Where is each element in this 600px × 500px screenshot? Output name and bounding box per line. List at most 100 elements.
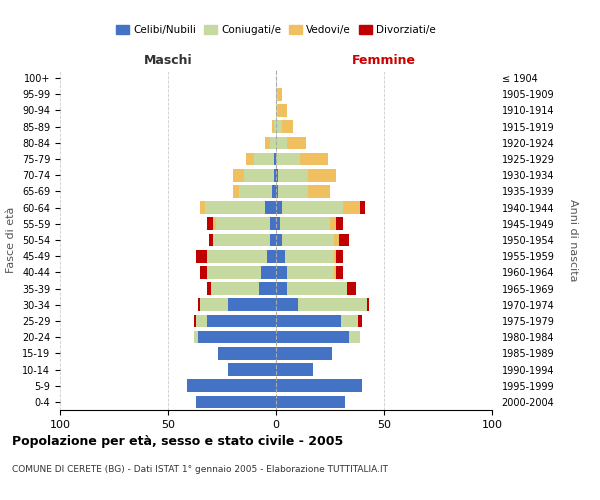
Bar bbox=[280, 218, 330, 230]
Bar bbox=[218, 347, 276, 360]
Bar bbox=[207, 250, 268, 262]
Bar bbox=[246, 152, 254, 166]
Bar bbox=[283, 202, 343, 214]
Bar bbox=[269, 218, 276, 230]
Bar bbox=[214, 218, 215, 230]
Bar bbox=[367, 298, 369, 311]
Bar bbox=[276, 250, 284, 262]
Bar bbox=[194, 314, 196, 328]
Bar bbox=[272, 185, 276, 198]
Bar bbox=[308, 185, 330, 198]
Bar bbox=[276, 104, 278, 117]
Bar bbox=[347, 282, 356, 295]
Bar bbox=[269, 234, 276, 246]
Bar bbox=[244, 169, 274, 181]
Bar bbox=[300, 152, 328, 166]
Bar bbox=[276, 331, 349, 344]
Bar bbox=[276, 202, 283, 214]
Bar bbox=[187, 380, 276, 392]
Bar bbox=[343, 202, 360, 214]
Bar bbox=[209, 234, 214, 246]
Bar bbox=[337, 218, 343, 230]
Bar bbox=[334, 250, 337, 262]
Bar bbox=[233, 185, 239, 198]
Bar bbox=[278, 104, 287, 117]
Bar bbox=[284, 250, 334, 262]
Bar bbox=[265, 202, 276, 214]
Bar bbox=[268, 250, 276, 262]
Bar bbox=[337, 266, 343, 278]
Bar bbox=[229, 363, 276, 376]
Bar bbox=[276, 314, 341, 328]
Bar bbox=[272, 120, 274, 133]
Bar bbox=[196, 396, 276, 408]
Bar bbox=[276, 266, 287, 278]
Bar bbox=[207, 314, 276, 328]
Bar bbox=[287, 136, 306, 149]
Bar bbox=[261, 266, 276, 278]
Bar bbox=[214, 234, 269, 246]
Bar bbox=[276, 152, 300, 166]
Bar bbox=[278, 185, 308, 198]
Bar bbox=[298, 298, 367, 311]
Bar bbox=[334, 266, 337, 278]
Bar bbox=[278, 88, 283, 101]
Bar bbox=[207, 282, 211, 295]
Bar bbox=[360, 202, 365, 214]
Bar bbox=[198, 331, 276, 344]
Bar bbox=[330, 218, 337, 230]
Bar bbox=[276, 136, 287, 149]
Legend: Celibi/Nubili, Coniugati/e, Vedovi/e, Divorziati/e: Celibi/Nubili, Coniugati/e, Vedovi/e, Di… bbox=[112, 21, 440, 40]
Bar bbox=[287, 282, 347, 295]
Bar bbox=[276, 185, 278, 198]
Bar bbox=[211, 282, 259, 295]
Bar bbox=[276, 88, 278, 101]
Text: Maschi: Maschi bbox=[143, 54, 193, 67]
Bar bbox=[198, 298, 200, 311]
Bar bbox=[215, 218, 269, 230]
Bar bbox=[276, 363, 313, 376]
Bar bbox=[287, 266, 334, 278]
Text: COMUNE DI CERETE (BG) - Dati ISTAT 1° gennaio 2005 - Elaborazione TUTTITALIA.IT: COMUNE DI CERETE (BG) - Dati ISTAT 1° ge… bbox=[12, 465, 388, 474]
Bar bbox=[276, 282, 287, 295]
Bar bbox=[239, 185, 272, 198]
Bar bbox=[254, 152, 274, 166]
Bar bbox=[233, 169, 244, 181]
Bar bbox=[276, 169, 278, 181]
Bar bbox=[276, 234, 283, 246]
Bar bbox=[337, 250, 343, 262]
Bar bbox=[276, 396, 345, 408]
Bar bbox=[259, 282, 276, 295]
Bar bbox=[276, 218, 280, 230]
Bar bbox=[200, 202, 205, 214]
Bar bbox=[200, 266, 207, 278]
Bar bbox=[207, 266, 261, 278]
Bar bbox=[274, 152, 276, 166]
Bar bbox=[196, 250, 207, 262]
Bar bbox=[334, 234, 338, 246]
Bar bbox=[283, 120, 293, 133]
Text: Popolazione per età, sesso e stato civile - 2005: Popolazione per età, sesso e stato civil… bbox=[12, 435, 343, 448]
Bar bbox=[308, 169, 337, 181]
Bar bbox=[358, 314, 362, 328]
Bar bbox=[349, 331, 360, 344]
Bar bbox=[278, 169, 308, 181]
Bar bbox=[341, 314, 358, 328]
Bar bbox=[274, 120, 276, 133]
Bar bbox=[265, 136, 269, 149]
Bar bbox=[338, 234, 349, 246]
Bar bbox=[205, 202, 265, 214]
Y-axis label: Anni di nascita: Anni di nascita bbox=[568, 198, 578, 281]
Y-axis label: Fasce di età: Fasce di età bbox=[7, 207, 16, 273]
Bar bbox=[276, 380, 362, 392]
Bar bbox=[276, 298, 298, 311]
Bar bbox=[276, 120, 283, 133]
Bar bbox=[276, 347, 332, 360]
Bar bbox=[194, 331, 198, 344]
Text: Femmine: Femmine bbox=[352, 54, 416, 67]
Bar bbox=[200, 298, 229, 311]
Bar bbox=[196, 314, 207, 328]
Bar bbox=[207, 218, 214, 230]
Bar bbox=[269, 136, 276, 149]
Bar bbox=[274, 169, 276, 181]
